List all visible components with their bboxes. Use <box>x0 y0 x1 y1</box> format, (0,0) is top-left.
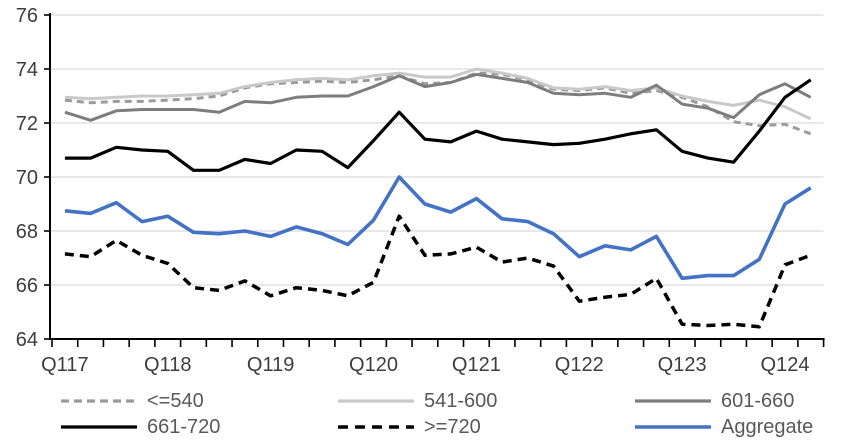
legend-label: 541-600 <box>424 389 498 412</box>
legend-label: 661-720 <box>147 415 221 438</box>
legend-label: Aggregate <box>721 415 814 438</box>
legend-label: 601-660 <box>721 389 795 412</box>
legend-swatch-661-720 <box>61 425 137 429</box>
x-axis-label: Q121 <box>452 354 501 376</box>
series-line-aggregate <box>64 175 812 281</box>
x-axis-label: Q118 <box>144 354 191 376</box>
y-axis-label: 64 <box>16 329 38 351</box>
plot-area: 64 66 68 70 72 74 76 Q117 Q118 Q119 Q120 Q121 Q122 Q1… <box>16 5 825 376</box>
legend-item-601-660: 601-660 <box>634 388 794 414</box>
y-axis-label: 72 <box>16 113 38 135</box>
legend-swatch-ge720 <box>338 425 414 429</box>
x-axis-label: Q124 <box>761 354 810 376</box>
y-axis-label: 68 <box>16 221 38 243</box>
series-line-541-600 <box>64 67 812 121</box>
y-axis-label: 76 <box>16 5 38 27</box>
legend-item-le540: <=540 <box>60 388 204 414</box>
legend-item-aggregate: Aggregate <box>634 414 813 440</box>
y-axis-label: 66 <box>16 275 38 297</box>
series-line-661-720 <box>64 78 812 172</box>
series-line-601-660 <box>64 72 812 122</box>
legend-swatch-541-600 <box>338 399 414 403</box>
legend-item-ge720: >=720 <box>337 414 481 440</box>
y-axis-label: 74 <box>16 59 38 81</box>
x-axis-label: Q119 <box>247 354 294 376</box>
legend-swatch-601-660 <box>635 399 711 403</box>
legend-swatch-le540 <box>61 399 137 403</box>
legend-swatch-aggregate <box>635 425 711 429</box>
x-axis-label: Q122 <box>555 354 604 376</box>
legend-item-541-600: 541-600 <box>337 388 497 414</box>
x-axis-label: Q117 <box>41 354 88 376</box>
legend-label: >=720 <box>424 415 481 438</box>
x-axis-label: Q120 <box>349 354 398 376</box>
y-axis-label: 70 <box>16 167 38 189</box>
series-line-540 <box>64 71 812 136</box>
x-axis-label: Q123 <box>658 354 707 376</box>
series-line-720 <box>64 214 812 329</box>
legend-label: <=540 <box>147 389 204 412</box>
legend-item-661-720: 661-720 <box>60 414 220 440</box>
